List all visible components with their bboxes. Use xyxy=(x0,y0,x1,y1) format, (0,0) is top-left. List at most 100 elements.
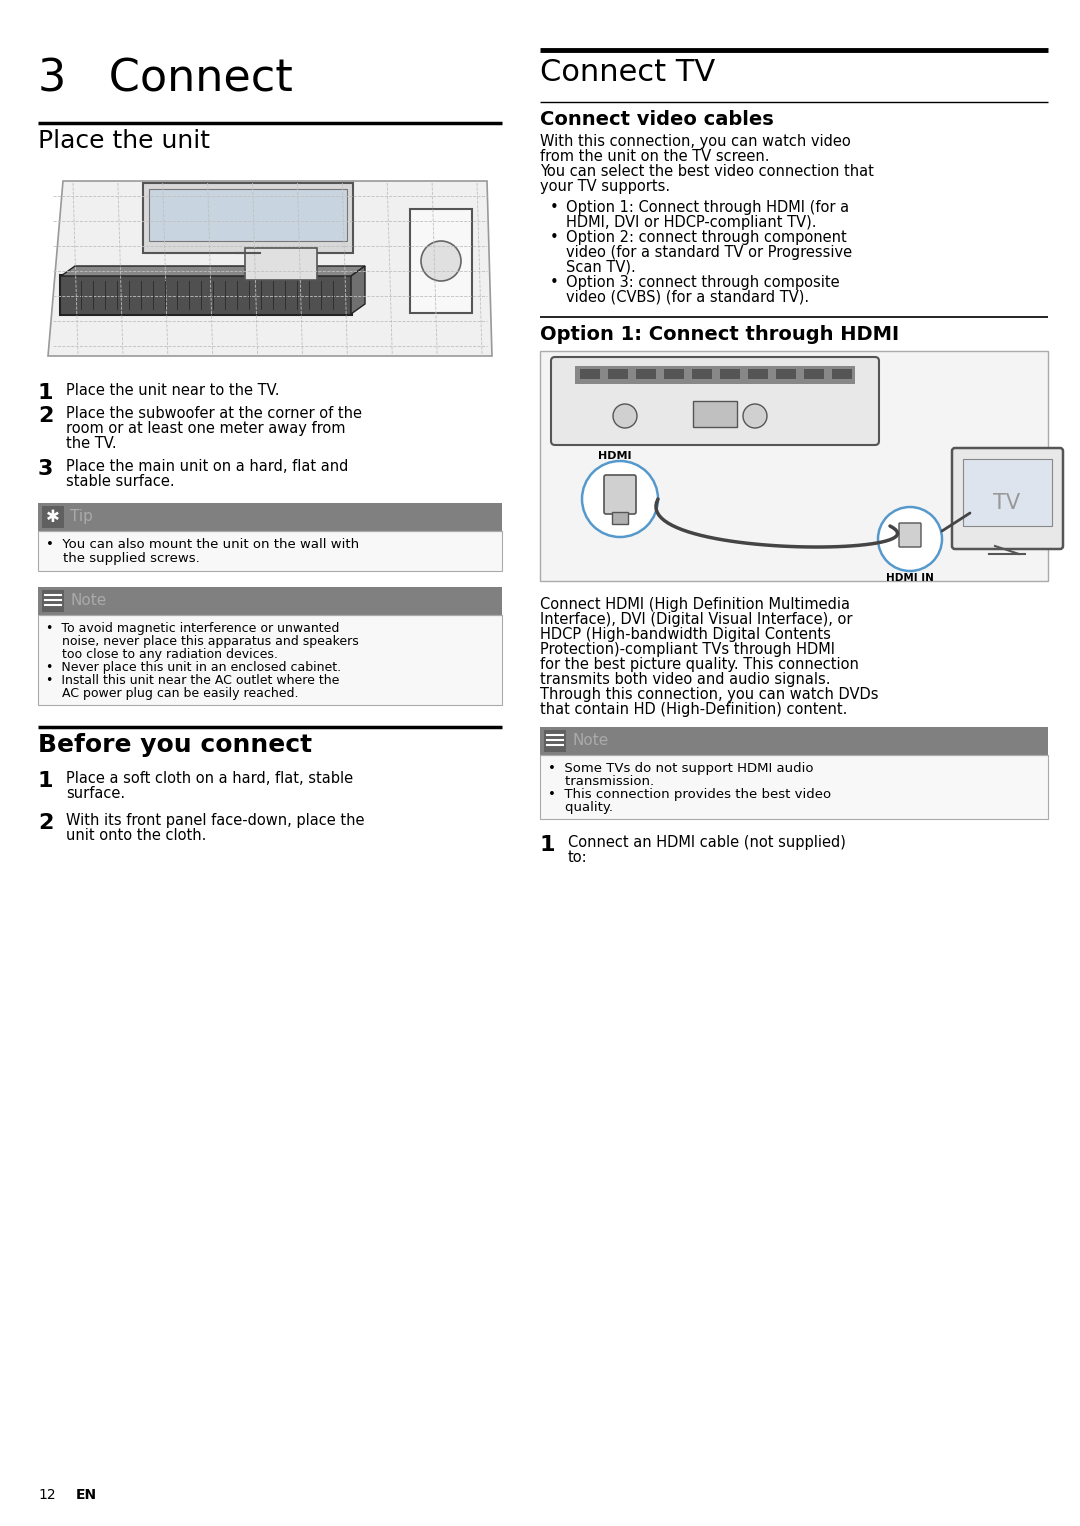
FancyBboxPatch shape xyxy=(149,189,347,241)
Text: With its front panel face-down, place the: With its front panel face-down, place th… xyxy=(66,813,365,829)
FancyBboxPatch shape xyxy=(143,183,353,253)
FancyBboxPatch shape xyxy=(720,369,740,378)
Text: HDMI, DVI or HDCP-compliant TV).: HDMI, DVI or HDCP-compliant TV). xyxy=(566,215,816,230)
FancyBboxPatch shape xyxy=(540,726,1048,755)
Text: Option 3: connect through composite: Option 3: connect through composite xyxy=(566,275,839,290)
Polygon shape xyxy=(60,266,365,276)
FancyBboxPatch shape xyxy=(692,369,712,378)
Text: video (for a standard TV or Progressive: video (for a standard TV or Progressive xyxy=(566,246,852,259)
Polygon shape xyxy=(48,182,492,356)
Text: AC power plug can be easily reached.: AC power plug can be easily reached. xyxy=(46,687,298,700)
FancyBboxPatch shape xyxy=(693,401,737,427)
Text: HDMI IN: HDMI IN xyxy=(886,572,934,583)
Text: Note: Note xyxy=(70,594,106,607)
Text: 3   Connect: 3 Connect xyxy=(38,58,293,101)
Text: 2: 2 xyxy=(38,406,53,426)
FancyBboxPatch shape xyxy=(612,513,627,523)
FancyBboxPatch shape xyxy=(575,366,855,385)
Text: •  Install this unit near the AC outlet where the: • Install this unit near the AC outlet w… xyxy=(46,674,339,687)
Text: Interface), DVI (Digital Visual Interface), or: Interface), DVI (Digital Visual Interfac… xyxy=(540,612,852,627)
Text: Connect HDMI (High Definition Multimedia: Connect HDMI (High Definition Multimedia xyxy=(540,597,850,612)
Text: video (CVBS) (for a standard TV).: video (CVBS) (for a standard TV). xyxy=(566,290,809,305)
Text: 2: 2 xyxy=(38,813,53,833)
Text: •  To avoid magnetic interference or unwanted: • To avoid magnetic interference or unwa… xyxy=(46,623,339,635)
Text: Place the unit near to the TV.: Place the unit near to the TV. xyxy=(66,383,280,398)
FancyBboxPatch shape xyxy=(540,351,1048,581)
Text: Place the unit: Place the unit xyxy=(38,130,210,153)
FancyBboxPatch shape xyxy=(748,369,768,378)
FancyBboxPatch shape xyxy=(38,588,502,615)
Text: •: • xyxy=(550,230,558,246)
Text: 1: 1 xyxy=(38,771,54,790)
Text: Option 1: Connect through HDMI (for a: Option 1: Connect through HDMI (for a xyxy=(566,200,849,215)
Text: the supplied screws.: the supplied screws. xyxy=(46,552,200,565)
Text: 12: 12 xyxy=(38,1488,56,1502)
Text: that contain HD (High-Definition) content.: that contain HD (High-Definition) conten… xyxy=(540,702,848,717)
Text: transmission.: transmission. xyxy=(548,775,654,787)
Text: unit onto the cloth.: unit onto the cloth. xyxy=(66,829,206,842)
Text: Before you connect: Before you connect xyxy=(38,732,312,757)
Text: With this connection, you can watch video: With this connection, you can watch vide… xyxy=(540,134,851,150)
FancyBboxPatch shape xyxy=(608,369,627,378)
Text: Connect video cables: Connect video cables xyxy=(540,110,773,130)
FancyBboxPatch shape xyxy=(664,369,684,378)
Text: Option 2: connect through component: Option 2: connect through component xyxy=(566,230,847,246)
Text: Scan TV).: Scan TV). xyxy=(566,259,636,275)
Text: HDCP (High-bandwidth Digital Contents: HDCP (High-bandwidth Digital Contents xyxy=(540,627,831,642)
Text: stable surface.: stable surface. xyxy=(66,475,175,488)
FancyBboxPatch shape xyxy=(410,209,472,313)
Text: to:: to: xyxy=(568,850,588,865)
FancyBboxPatch shape xyxy=(899,523,921,546)
FancyBboxPatch shape xyxy=(540,755,1048,819)
Text: Tip: Tip xyxy=(70,510,93,523)
FancyBboxPatch shape xyxy=(580,369,600,378)
Text: the TV.: the TV. xyxy=(66,436,117,452)
FancyBboxPatch shape xyxy=(951,449,1063,549)
FancyBboxPatch shape xyxy=(42,591,64,612)
FancyBboxPatch shape xyxy=(38,615,502,705)
FancyBboxPatch shape xyxy=(963,459,1052,526)
FancyBboxPatch shape xyxy=(551,357,879,446)
FancyBboxPatch shape xyxy=(804,369,824,378)
Circle shape xyxy=(613,404,637,427)
Text: Place a soft cloth on a hard, flat, stable: Place a soft cloth on a hard, flat, stab… xyxy=(66,771,353,786)
FancyBboxPatch shape xyxy=(604,475,636,514)
Text: •: • xyxy=(550,200,558,215)
FancyBboxPatch shape xyxy=(60,275,352,314)
Text: You can select the best video connection that: You can select the best video connection… xyxy=(540,163,874,179)
Text: •  Never place this unit in an enclosed cabinet.: • Never place this unit in an enclosed c… xyxy=(46,661,341,674)
Text: Option 1: Connect through HDMI: Option 1: Connect through HDMI xyxy=(540,325,900,343)
Circle shape xyxy=(421,241,461,281)
FancyBboxPatch shape xyxy=(636,369,656,378)
Text: transmits both video and audio signals.: transmits both video and audio signals. xyxy=(540,671,831,687)
Text: EN: EN xyxy=(76,1488,97,1502)
Circle shape xyxy=(743,404,767,427)
Text: Connect an HDMI cable (not supplied): Connect an HDMI cable (not supplied) xyxy=(568,835,846,850)
Polygon shape xyxy=(351,266,365,314)
Text: Note: Note xyxy=(572,732,608,748)
Text: Connect TV: Connect TV xyxy=(540,58,715,87)
Text: Place the main unit on a hard, flat and: Place the main unit on a hard, flat and xyxy=(66,459,349,475)
FancyBboxPatch shape xyxy=(832,369,852,378)
FancyBboxPatch shape xyxy=(777,369,796,378)
FancyBboxPatch shape xyxy=(544,729,566,752)
Text: Through this connection, you can watch DVDs: Through this connection, you can watch D… xyxy=(540,687,878,702)
Text: for the best picture quality. This connection: for the best picture quality. This conne… xyxy=(540,658,859,671)
Text: 1: 1 xyxy=(540,835,555,855)
Text: quality.: quality. xyxy=(548,801,613,813)
Text: 3: 3 xyxy=(38,459,53,479)
FancyBboxPatch shape xyxy=(38,531,502,571)
Text: •  You can also mount the unit on the wall with: • You can also mount the unit on the wal… xyxy=(46,539,360,551)
Text: too close to any radiation devices.: too close to any radiation devices. xyxy=(46,649,278,661)
Text: •: • xyxy=(550,275,558,290)
Text: surface.: surface. xyxy=(66,786,125,801)
Text: from the unit on the TV screen.: from the unit on the TV screen. xyxy=(540,150,769,163)
Text: your TV supports.: your TV supports. xyxy=(540,179,670,194)
Text: •  This connection provides the best video: • This connection provides the best vide… xyxy=(548,787,832,801)
Text: •  Some TVs do not support HDMI audio: • Some TVs do not support HDMI audio xyxy=(548,761,813,775)
Text: Place the subwoofer at the corner of the: Place the subwoofer at the corner of the xyxy=(66,406,362,421)
Text: ✱: ✱ xyxy=(46,508,59,526)
Text: Protection)-compliant TVs through HDMI: Protection)-compliant TVs through HDMI xyxy=(540,642,835,658)
FancyBboxPatch shape xyxy=(245,249,318,279)
FancyBboxPatch shape xyxy=(38,504,502,531)
